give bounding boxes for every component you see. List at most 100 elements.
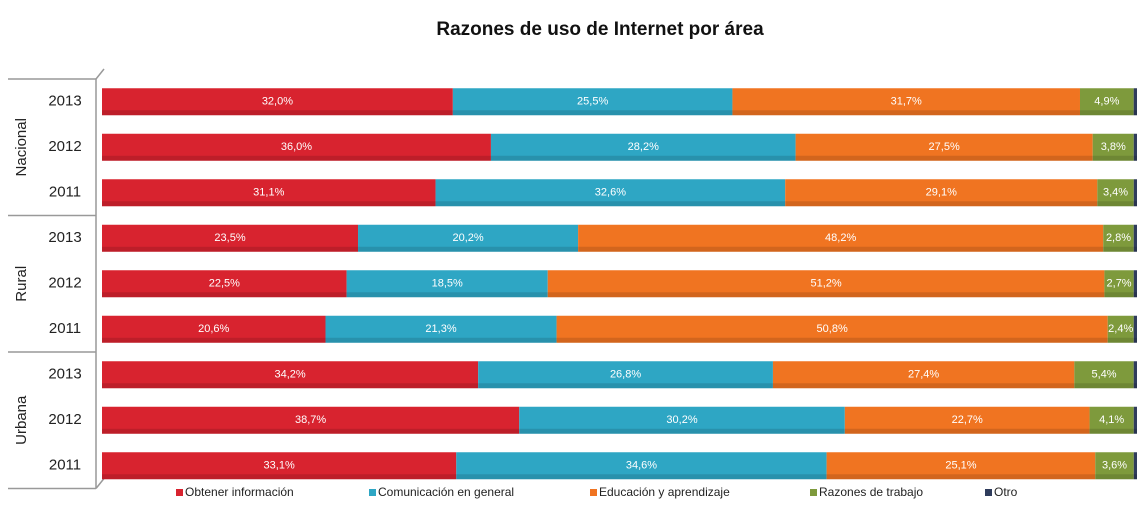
data-label: 31,7% bbox=[891, 96, 922, 108]
bar-shade bbox=[1097, 201, 1134, 207]
bar-shade bbox=[1079, 110, 1134, 116]
y-tick-label: 2013 bbox=[48, 93, 81, 110]
bar-shade bbox=[456, 474, 827, 480]
bar-segment bbox=[1089, 406, 1134, 434]
legend-label: Comunicación en general bbox=[378, 485, 514, 499]
bar-shade bbox=[1095, 474, 1134, 480]
group-label: Nacional bbox=[13, 118, 30, 176]
legend-label: Razones de trabajo bbox=[819, 485, 923, 499]
data-label: 4,9% bbox=[1094, 96, 1119, 108]
y-tick-label: 2012 bbox=[48, 138, 81, 155]
bar-segment bbox=[102, 88, 453, 116]
bar-segment bbox=[102, 361, 479, 389]
data-label: 25,1% bbox=[945, 460, 976, 472]
bar-shade bbox=[102, 110, 453, 116]
bar-shade bbox=[1133, 428, 1137, 434]
bar-segment bbox=[1133, 406, 1137, 434]
data-label: 48,2% bbox=[825, 232, 856, 244]
bar-shade bbox=[1133, 246, 1137, 252]
bar-segment bbox=[1133, 133, 1137, 161]
data-label: 4,1% bbox=[1099, 414, 1124, 426]
bar-segment bbox=[1107, 315, 1134, 343]
data-label: 5,4% bbox=[1091, 369, 1116, 381]
bar-segment bbox=[844, 406, 1090, 434]
y-tick-label: 2011 bbox=[49, 320, 81, 337]
bar-segment bbox=[102, 270, 347, 298]
bar-shade bbox=[478, 383, 773, 389]
bar-segment bbox=[732, 88, 1080, 116]
bar-shade bbox=[795, 155, 1093, 161]
bar-shade bbox=[1133, 337, 1137, 343]
bar-segment bbox=[1133, 88, 1137, 116]
bar-shade bbox=[547, 292, 1105, 298]
bar-segment bbox=[452, 88, 733, 116]
y-tick-label: 2011 bbox=[49, 457, 81, 474]
data-label: 28,2% bbox=[628, 141, 659, 153]
bar-segment bbox=[795, 133, 1093, 161]
legend-swatch bbox=[985, 489, 992, 496]
data-label: 20,2% bbox=[452, 232, 483, 244]
bar-segment bbox=[102, 315, 326, 343]
data-label: 18,5% bbox=[432, 278, 463, 290]
legend-swatch bbox=[369, 489, 376, 496]
legend-swatch bbox=[590, 489, 597, 496]
data-label: 22,5% bbox=[209, 278, 240, 290]
bar-shade bbox=[785, 201, 1098, 207]
bar-shade bbox=[435, 201, 786, 207]
bar-shade bbox=[1133, 110, 1137, 116]
data-label: 2,7% bbox=[1107, 278, 1132, 290]
bar-segment bbox=[456, 452, 827, 480]
data-label: 2,8% bbox=[1106, 232, 1131, 244]
data-label: 34,6% bbox=[626, 460, 657, 472]
data-label: 25,5% bbox=[577, 96, 608, 108]
bar-shade bbox=[1103, 246, 1134, 252]
bar-shade bbox=[1133, 383, 1137, 389]
data-label: 3,6% bbox=[1102, 460, 1127, 472]
bar-shade bbox=[1074, 383, 1134, 389]
bar-segment bbox=[435, 179, 786, 207]
data-label: 23,5% bbox=[214, 232, 245, 244]
bar-segment bbox=[1095, 452, 1134, 480]
bar-shade bbox=[102, 474, 457, 480]
y-tick-label: 2012 bbox=[48, 411, 81, 428]
bar-segment bbox=[325, 315, 557, 343]
bar-shade bbox=[1104, 292, 1134, 298]
bar-segment bbox=[1133, 224, 1137, 252]
bar-shade bbox=[732, 110, 1080, 116]
bar-shade bbox=[102, 428, 520, 434]
bar-shade bbox=[346, 292, 548, 298]
bar-shade bbox=[102, 155, 491, 161]
data-label: 36,0% bbox=[281, 141, 312, 153]
bar-shade bbox=[556, 337, 1108, 343]
bar-shade bbox=[1107, 337, 1134, 343]
legend-label: Obtener información bbox=[185, 485, 294, 499]
bar-shade bbox=[519, 428, 845, 434]
bar-shade bbox=[102, 246, 359, 252]
bar-segment bbox=[556, 315, 1108, 343]
bar-segment bbox=[490, 133, 796, 161]
bar-segment bbox=[346, 270, 548, 298]
data-label: 27,5% bbox=[929, 141, 960, 153]
legend-swatch bbox=[810, 489, 817, 496]
data-label: 3,8% bbox=[1101, 141, 1126, 153]
data-label: 2,4% bbox=[1108, 323, 1133, 335]
legend-label: Otro bbox=[994, 485, 1018, 499]
bar-segment bbox=[519, 406, 845, 434]
data-label: 20,6% bbox=[198, 323, 229, 335]
axis-line bbox=[95, 478, 105, 489]
chart-title: Razones de uso de Internet por área bbox=[436, 19, 764, 40]
data-label: 26,8% bbox=[610, 369, 641, 381]
bar-shade bbox=[358, 246, 579, 252]
bar-segment bbox=[1097, 179, 1134, 207]
bar-shade bbox=[1133, 201, 1137, 207]
bar-shade bbox=[1133, 474, 1137, 480]
bar-segment bbox=[1103, 224, 1134, 252]
data-label: 27,4% bbox=[908, 369, 939, 381]
bar-segment bbox=[1092, 133, 1134, 161]
data-label: 21,3% bbox=[425, 323, 456, 335]
bar-shade bbox=[772, 383, 1075, 389]
group-label: Urbana bbox=[13, 395, 30, 445]
bar-segment bbox=[785, 179, 1098, 207]
bar-segment bbox=[1133, 361, 1137, 389]
legend-label: Educación y aprendizaje bbox=[599, 485, 730, 499]
